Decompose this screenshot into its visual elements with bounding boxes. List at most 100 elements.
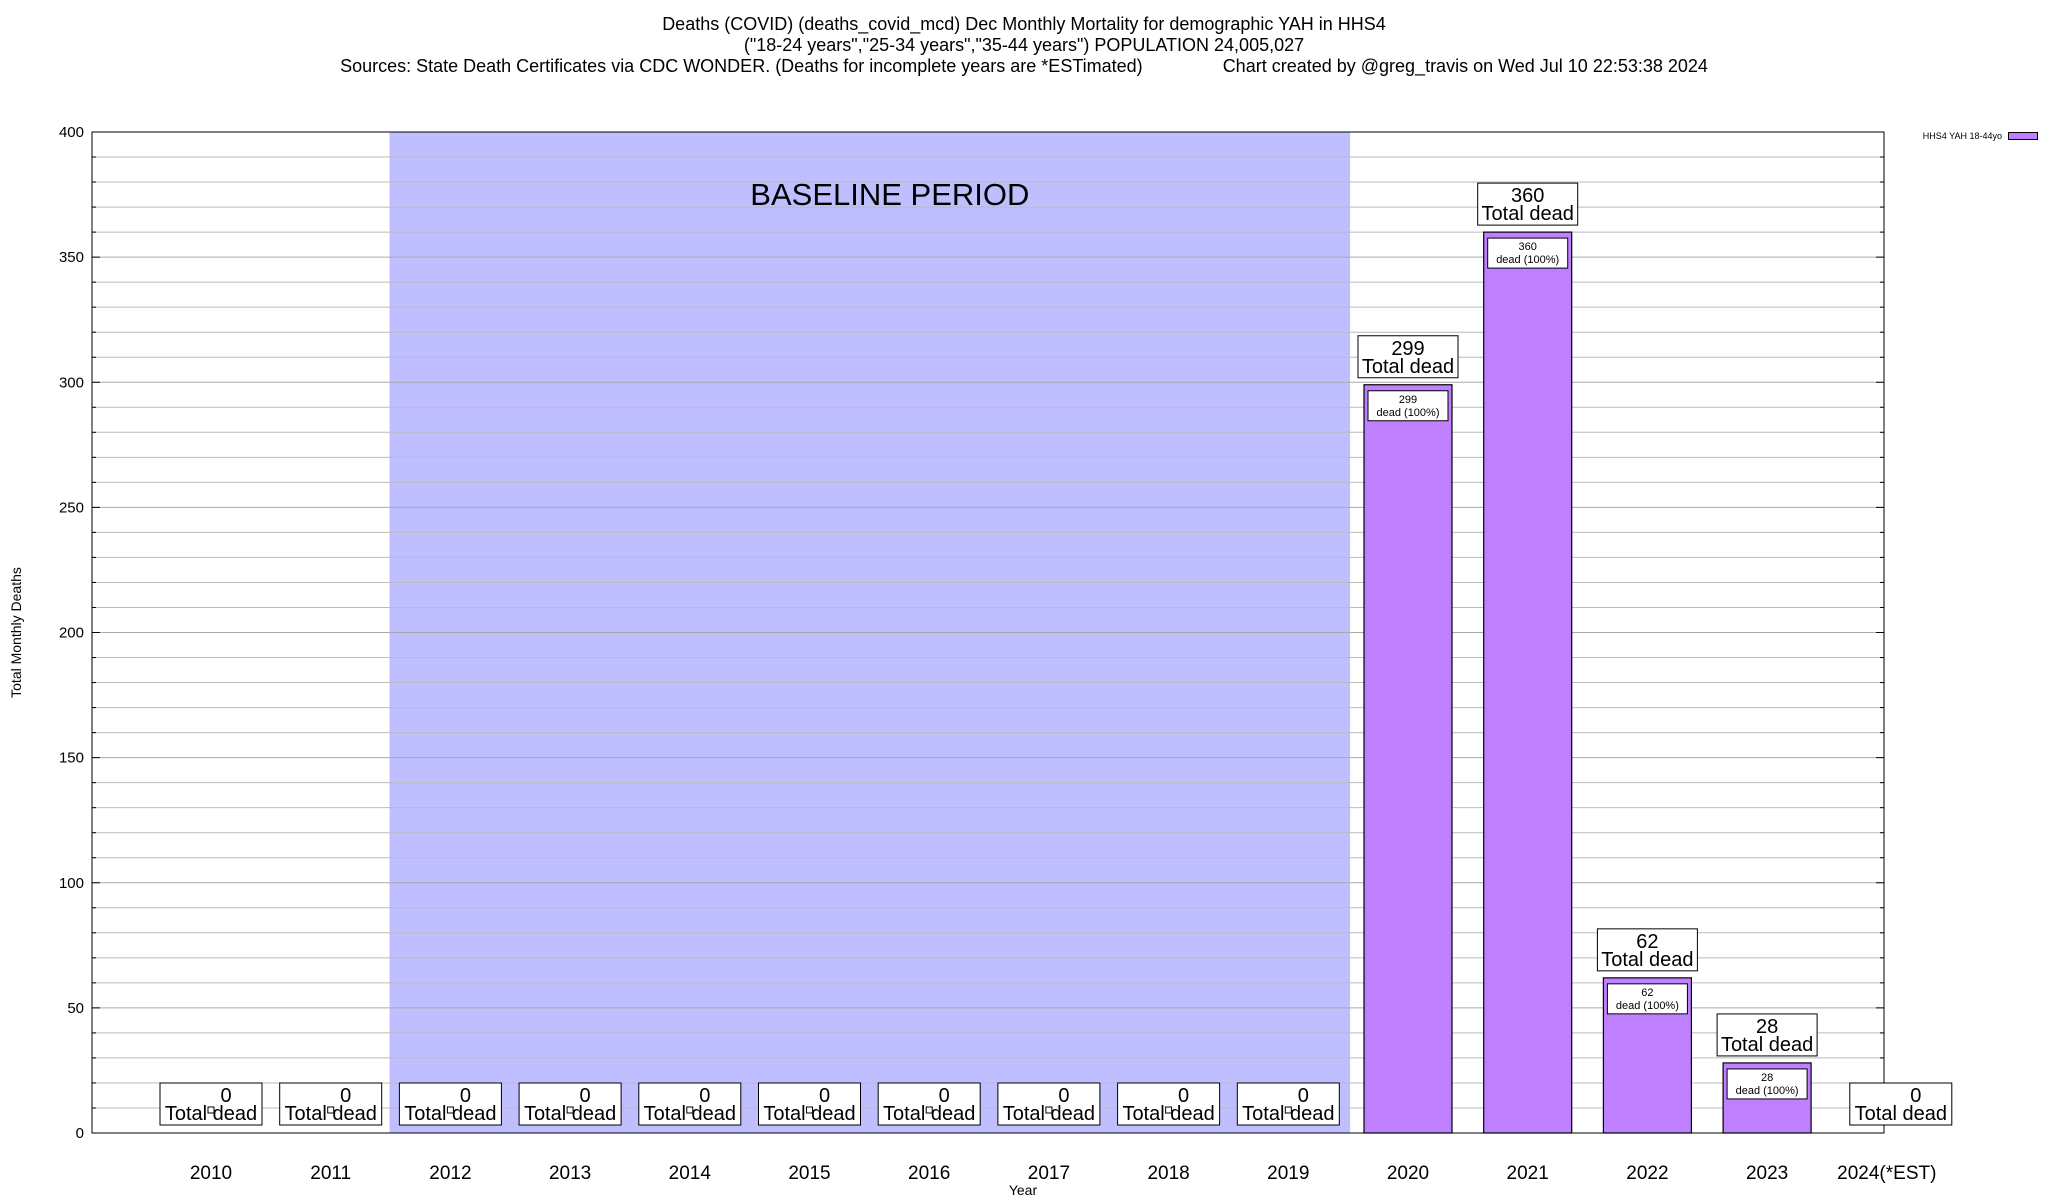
total-label-box [398,1082,502,1126]
legend-swatch [2008,132,2038,140]
x-tick-label: 2022 [1626,1163,1668,1184]
total-label-value: 0 [1910,1085,1921,1107]
x-tick-label: 2017 [1028,1163,1070,1184]
inner-label-value: 299 [1399,394,1417,406]
zero-bar-marker [806,1106,813,1114]
total-label-box [1849,1082,1953,1126]
total-label-text: Total dead [165,1103,257,1125]
y-tick-label: 100 [59,875,84,892]
y-tick-label: 400 [59,124,84,141]
zero-bar-marker [446,1106,454,1114]
total-label-text: Total dead [1003,1103,1095,1125]
x-tick-label: 2018 [1147,1163,1189,1184]
total-label-text: Total dead [763,1103,855,1125]
total-label-value: 0 [1298,1085,1309,1107]
y-tick-label: 200 [59,625,84,642]
chart-title-block: Deaths (COVID) (deaths_covid_mcd) Dec Mo… [0,14,2048,77]
y-tick-label: 150 [59,750,84,767]
total-label-text: Total dead [524,1103,616,1125]
total-label-value: 0 [1178,1085,1189,1107]
total-label-text: Total dead [1362,356,1454,378]
x-tick-label: 2011 [310,1163,351,1184]
chart-title: Deaths (COVID) (deaths_covid_mcd) Dec Mo… [662,14,1386,34]
total-label-text: Total dead [285,1103,377,1125]
chart-sources-line: Sources: State Death Certificates via CD… [0,56,2048,77]
y-tick-label: 50 [67,1000,84,1017]
zero-bar-marker [1284,1106,1292,1114]
zero-bar-marker [1045,1106,1053,1114]
y-tick-label: 0 [76,1125,84,1142]
inner-label-value: 28 [1761,1072,1773,1084]
total-label-text: Total dead [1855,1103,1947,1125]
chart-credit: Chart created by @greg_travis on Wed Jul… [1222,56,1708,76]
y-tick-label: 300 [59,374,84,391]
x-tick-label: 2023 [1746,1163,1788,1184]
x-axis-label: Year [1009,1182,1038,1198]
inner-label-box [1606,983,1688,1015]
zero-bar-marker [327,1106,335,1114]
baseline-label: BASELINE PERIOD [750,177,1029,212]
x-tick-label: 2016 [908,1163,950,1184]
x-tick-label: 2020 [1387,1163,1429,1184]
total-label-value: 28 [1756,1016,1778,1038]
x-tick-label: 2021 [1507,1163,1549,1184]
total-label-box [1236,1082,1340,1126]
inner-label-text: dead (100%) [1616,1000,1679,1012]
total-label-text: Total dead [644,1103,736,1125]
total-label-box [758,1082,861,1126]
total-label-text: Total dead [1242,1103,1334,1125]
y-tick-label: 250 [59,499,84,516]
total-label-value: 0 [340,1085,351,1107]
total-label-text: Total dead [1122,1103,1214,1125]
total-label-box [279,1082,383,1126]
legend: HHS4 YAH 18-44yo [1923,131,2038,141]
chart-subtitle: ("18-24 years","25-34 years","35-44 year… [743,35,1305,55]
inner-label-value: 62 [1641,987,1653,999]
total-label-value: 0 [699,1085,710,1107]
total-label-text: Total dead [1482,203,1574,225]
total-label-box [1477,182,1579,226]
total-label-value: 0 [939,1085,950,1107]
x-tick-label: 2024(*EST) [1837,1163,1936,1184]
x-tick-label: 2015 [788,1163,830,1184]
y-tick-label: 350 [59,249,84,266]
zero-bar-marker [686,1106,694,1114]
total-label-box [1117,1082,1221,1126]
total-label-text: Total dead [883,1103,975,1125]
total-label-value: 0 [220,1085,231,1107]
total-label-box [518,1082,622,1126]
total-label-value: 0 [1058,1085,1069,1107]
zero-bar-marker [1165,1106,1173,1114]
zero-bar-marker [207,1106,215,1114]
total-label-box [638,1082,742,1126]
total-label-value: 360 [1511,185,1544,207]
plot-border [91,131,1885,1134]
chart-sources: Sources: State Death Certificates via CD… [340,56,1143,76]
total-label-value: 0 [580,1085,591,1107]
inner-label-text: dead (100%) [1496,254,1559,266]
total-label-box [159,1082,263,1126]
total-label-box [997,1082,1101,1126]
x-tick-label: 2013 [549,1163,591,1184]
total-label-text: Total dead [1601,949,1693,971]
x-tick-label: 2014 [669,1163,712,1184]
total-label-box [1716,1013,1818,1057]
x-tick-label: 2012 [429,1163,471,1184]
total-label-box [1357,335,1459,379]
legend-label: HHS4 YAH 18-44yo [1922,131,2002,141]
total-label-value: 299 [1391,338,1424,360]
total-label-box [877,1082,981,1126]
